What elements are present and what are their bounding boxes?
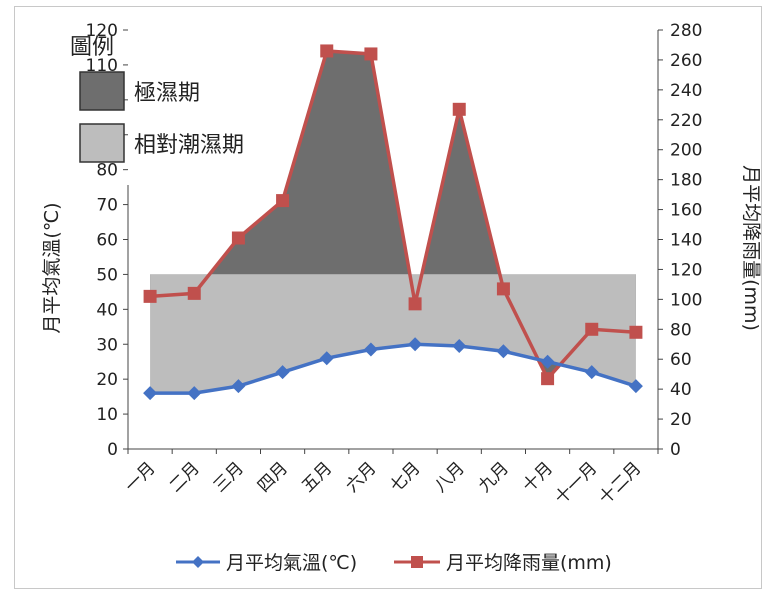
right-tick-label: 160 [670,201,702,221]
right-tick-label: 20 [670,410,692,430]
rain-legend-marker [411,556,423,568]
rainfall-point [541,372,555,386]
temperature-point [584,365,599,380]
left-tick-label: 0 [107,440,118,460]
x-tick-label: 十一月 [551,458,601,508]
relatively-wet-swatch [79,123,125,163]
temperature-point [496,344,511,359]
right-tick-label: 60 [670,350,692,370]
relatively-wet-area [150,274,636,394]
series-lines [143,44,643,401]
temperature-line [150,342,637,395]
right-tick-label: 260 [670,51,702,71]
x-tick-label: 四月 [254,458,292,496]
right-axis-ticks: 0 20 40 60 80 100 120 140 160 180 200 220 240 260 280 [658,21,702,460]
x-tick-label: 二月 [166,458,204,496]
temperature-point [628,379,643,394]
right-tick-label: 180 [670,171,702,191]
temperature-point [408,337,423,352]
right-tick-label: 200 [670,141,702,161]
temp-legend-label: 月平均氣溫(℃) [226,552,357,574]
band-legend: 圖例 極濕期 相對潮濕期 [70,35,244,163]
left-tick-label: 70 [96,196,118,216]
rainfall-point [408,297,422,311]
rainfall-point [452,102,466,116]
rainfall-point [187,286,201,300]
temperature-point [319,351,334,366]
x-tick-label: 九月 [475,458,513,496]
temperature-point [275,365,290,380]
right-tick-label: 100 [670,290,702,310]
right-tick-label: 140 [670,231,702,251]
right-tick-label: 220 [670,111,702,131]
relatively-wet-label: 相對潮濕期 [134,133,244,158]
rainfall-point [143,289,157,303]
temperature-point [231,379,246,394]
right-tick-label: 120 [670,260,702,280]
wetness-bands [150,50,636,394]
x-tick-label: 一月 [121,458,159,496]
left-tick-label: 30 [96,335,118,355]
left-tick-label: 110 [86,56,118,76]
temperature-point [540,354,555,369]
rainfall-line [149,49,637,382]
left-tick-label: 120 [86,21,118,41]
x-tick-label: 七月 [386,458,424,496]
very-wet-label: 極濕期 [134,81,200,106]
temperature-point [187,386,202,401]
very-wet-swatch [79,71,125,111]
right-tick-label: 240 [670,81,702,101]
left-axis-ticks: 0102030405060708090100110120 [86,21,128,460]
series-legend: 月平均氣溫(℃) 月平均降雨量(mm) [176,552,612,574]
right-tick-label: 80 [670,320,692,340]
rainfall-point [585,322,599,336]
left-tick-label: 50 [96,265,118,285]
right-tick-label: 280 [670,21,702,41]
band-legend-title: 圖例 [70,35,114,60]
temp-legend-marker [192,556,204,568]
rain-legend-label: 月平均降雨量(mm) [446,552,612,574]
left-tick-label: 10 [96,405,118,425]
x-tick-label: 六月 [342,458,380,496]
rainfall-point [231,231,245,245]
right-tick-label: 40 [670,380,692,400]
rainfall-point [629,325,643,339]
x-tick-label: 八月 [431,458,469,496]
rainfall-point [364,47,378,61]
right-axis-title: 月平均降雨量(mm) [740,165,762,331]
rainfall-point [496,282,510,296]
x-tick-label: 五月 [298,458,336,496]
left-tick-label: 20 [96,370,118,390]
rainfall-point [320,44,334,58]
right-tick-label: 0 [670,440,681,460]
left-tick-label: 60 [96,231,118,251]
left-axis-title: 月平均氣溫(℃) [41,202,63,333]
temperature-point [452,338,467,353]
temperature-point [363,342,378,357]
left-tick-label: 40 [96,300,118,320]
rainfall-point [276,194,290,208]
x-tick-label: 十月 [519,458,557,496]
temperature-point [143,386,158,401]
left-tick-label: 80 [96,161,118,181]
x-tick-label: 三月 [210,458,248,496]
x-tick-label: 十二月 [595,458,645,508]
